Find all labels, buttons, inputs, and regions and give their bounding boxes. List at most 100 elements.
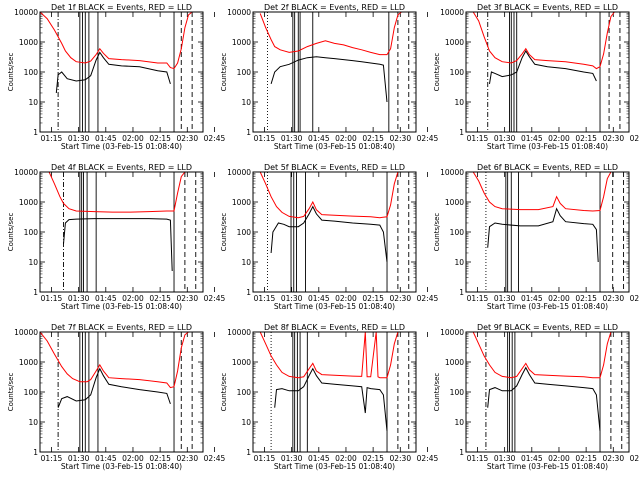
y-tick-label: 10 (28, 98, 38, 107)
x-tick-label: 01:30 (281, 454, 303, 463)
x-tick-label: 02:45 (204, 454, 226, 463)
lld-series-line (40, 12, 193, 70)
y-tick-label: 100 (450, 228, 465, 237)
events-series-line (274, 367, 388, 432)
x-tick-label: 01:15 (41, 294, 63, 303)
y-tick-label: 10000 (227, 8, 251, 17)
detector-panel-4: Det 4f BLACK = Events, RED = LLD 1 10 100 10… (7, 163, 225, 311)
y-tick-label: 10 (28, 258, 38, 267)
x-tick-label: 02:00 (335, 294, 357, 303)
y-tick-label: 10 (454, 98, 464, 107)
y-tick-label: 1000 (19, 358, 38, 367)
x-tick-label: 02:15 (362, 454, 384, 463)
x-tick-label: 01:15 (254, 294, 276, 303)
y-tick-label: 10 (454, 418, 464, 427)
x-tick-label: 02:00 (548, 454, 570, 463)
y-axis-label: Counts/sec (220, 373, 228, 412)
x-axis-label: Start Time (03-Feb-15 01:08:40) (274, 142, 395, 151)
events-series-line (487, 366, 601, 432)
y-tick-label: 1000 (232, 38, 251, 47)
y-tick-label: 100 (237, 68, 252, 77)
lld-series-line (259, 12, 402, 56)
events-series-line (55, 51, 171, 94)
y-tick-label: 10000 (440, 328, 464, 337)
detector-panel-3: Det 3f BLACK = Events, RED = LLD 1 10 100 10… (433, 3, 640, 151)
y-tick-label: 1000 (445, 198, 464, 207)
x-tick-label: 01:45 (521, 454, 543, 463)
y-tick-label: 10 (28, 418, 38, 427)
x-tick-label: 02:30 (389, 294, 411, 303)
x-tick-label: 02:00 (335, 134, 357, 143)
y-tick-label: 1000 (19, 198, 38, 207)
y-tick-label: 10 (454, 258, 464, 267)
y-tick-label: 1 (33, 288, 38, 297)
y-tick-label: 1 (246, 448, 251, 457)
y-axis-label: Counts/sec (7, 373, 15, 412)
x-tick-label: 02:00 (122, 454, 144, 463)
y-tick-label: 1 (459, 128, 464, 137)
y-axis-label: Counts/sec (433, 373, 441, 412)
lld-series-line (40, 332, 189, 389)
x-tick-label: 01:30 (68, 454, 90, 463)
plot-frame (252, 11, 417, 133)
y-axis-label: Counts/sec (7, 53, 15, 92)
plot-frame (465, 171, 630, 293)
x-tick-label: 02:30 (389, 454, 411, 463)
x-axis-label: Start Time (03-Feb-15 01:08:40) (487, 462, 608, 471)
x-tick-label: 02:30 (602, 294, 624, 303)
x-tick-label: 01:30 (68, 134, 90, 143)
x-tick-label: 02:00 (122, 294, 144, 303)
x-axis-label: Start Time (03-Feb-15 01:08:40) (274, 462, 395, 471)
y-tick-label: 10000 (227, 168, 251, 177)
lld-series-line (472, 12, 615, 70)
x-tick-label: 02:45 (630, 294, 640, 303)
plot-frame (39, 171, 204, 293)
y-tick-label: 1 (246, 128, 251, 137)
y-tick-label: 1000 (19, 38, 38, 47)
y-tick-label: 100 (450, 388, 465, 397)
x-tick-label: 02:15 (362, 134, 384, 143)
x-tick-label: 01:15 (467, 454, 489, 463)
y-tick-label: 100 (237, 228, 252, 237)
y-tick-label: 1 (246, 288, 251, 297)
y-tick-label: 10 (241, 258, 251, 267)
y-axis-label: Counts/sec (7, 213, 15, 252)
x-tick-label: 01:30 (68, 294, 90, 303)
events-series-line (270, 205, 388, 263)
x-tick-label: 02:30 (602, 454, 624, 463)
x-axis-label: Start Time (03-Feb-15 01:08:40) (61, 142, 182, 151)
events-series-line (489, 50, 597, 84)
x-tick-label: 02:30 (176, 134, 198, 143)
y-tick-label: 1000 (232, 198, 251, 207)
x-tick-label: 01:15 (467, 134, 489, 143)
x-tick-label: 01:30 (281, 294, 303, 303)
x-tick-label: 02:15 (149, 294, 171, 303)
x-tick-label: 02:00 (548, 134, 570, 143)
lld-series-line (48, 172, 186, 213)
x-tick-label: 01:45 (521, 294, 543, 303)
events-series-line (57, 367, 171, 408)
x-tick-label: 02:00 (335, 454, 357, 463)
x-tick-label: 02:45 (204, 294, 226, 303)
y-tick-label: 1000 (445, 358, 464, 367)
y-tick-label: 1000 (232, 358, 251, 367)
x-tick-label: 01:15 (41, 134, 63, 143)
y-tick-label: 10 (241, 98, 251, 107)
plot-frame (465, 11, 630, 133)
x-tick-label: 02:45 (417, 294, 439, 303)
x-tick-label: 02:15 (362, 294, 384, 303)
y-axis-label: Counts/sec (220, 53, 228, 92)
panel-title: Det 3f BLACK = Events, RED = LLD (477, 3, 618, 12)
x-tick-label: 02:45 (630, 454, 640, 463)
panel-title: Det 4f BLACK = Events, RED = LLD (51, 163, 192, 172)
x-tick-label: 01:30 (494, 134, 516, 143)
events-series-line (270, 56, 388, 103)
y-tick-label: 1000 (445, 38, 464, 47)
plot-frame (252, 171, 417, 293)
plot-frame (252, 331, 417, 453)
x-tick-label: 01:15 (41, 454, 63, 463)
panel-title: Det 2f BLACK = Events, RED = LLD (264, 3, 405, 12)
plot-frame (39, 331, 204, 453)
x-tick-label: 02:15 (575, 134, 597, 143)
